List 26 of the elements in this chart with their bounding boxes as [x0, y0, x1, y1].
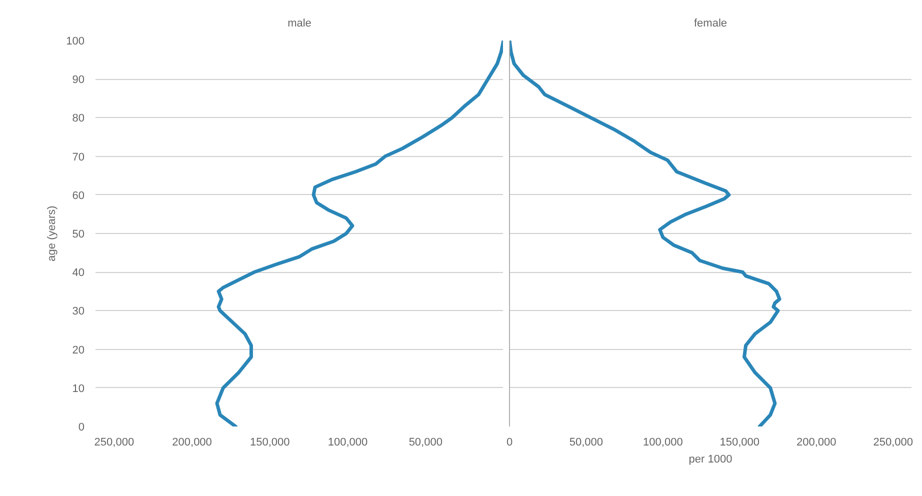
x-tick-label: 0 [506, 436, 513, 448]
y-tick-label: 70 [72, 151, 85, 164]
y-tick-label: 30 [72, 306, 85, 318]
y-tick-label: 80 [72, 112, 85, 125]
y-tick-label: 0 [78, 422, 85, 434]
y-tick-label: 20 [72, 344, 85, 356]
x-tick-label: 150,000 [720, 436, 760, 448]
x-tick-label: 250,000 [873, 436, 913, 448]
y-tick-label: 100 [66, 36, 85, 48]
x-tick-label: 250,000 [94, 436, 134, 448]
x-tick-label: 100,000 [328, 436, 368, 448]
y-tick-label: 90 [72, 74, 85, 86]
x-tick-label: 200,000 [796, 436, 836, 448]
x-tick-label: 50,000 [408, 436, 442, 448]
text: male [288, 18, 312, 30]
x-axis-title: per 1000 [688, 454, 732, 466]
y-tick-label: 50 [72, 228, 85, 240]
x-tick-label: 150,000 [250, 436, 290, 448]
y-axis-title: age (years) [46, 206, 58, 262]
y-tick-label: 40 [72, 267, 85, 280]
x-tick-label: 50,000 [569, 436, 604, 448]
y-tick-label: 10 [72, 382, 85, 395]
x-tick-label: 200,000 [172, 436, 212, 448]
text: female [694, 18, 728, 30]
y-tick-label: 60 [72, 190, 85, 202]
x-tick-label: 100,000 [643, 436, 683, 448]
